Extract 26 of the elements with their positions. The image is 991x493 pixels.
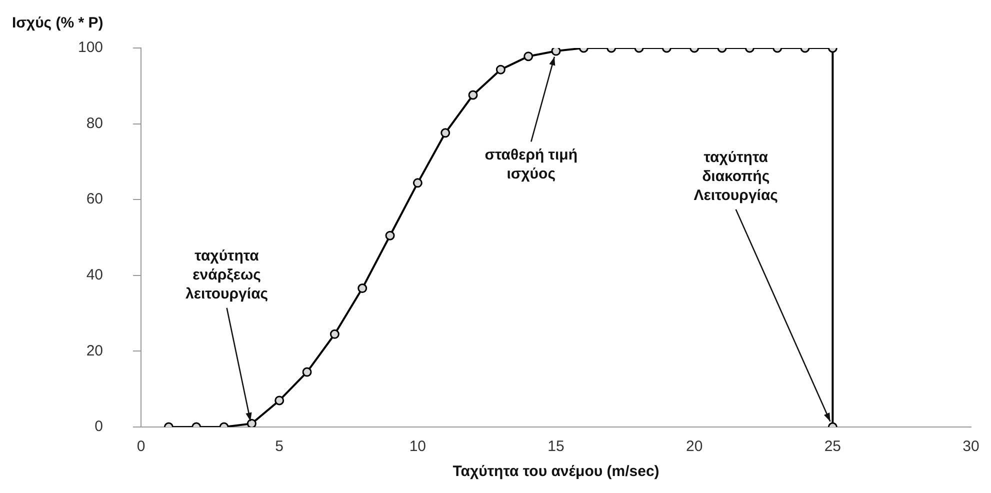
annotation: σταθερή τιμή ισχύος <box>484 146 578 182</box>
annotation: ταχύτητα διακοπής Λειτουργίας <box>694 149 778 204</box>
point <box>330 329 340 339</box>
x-tick-label: 25 <box>824 438 842 456</box>
point <box>551 48 561 56</box>
y-tick-label: 60 <box>86 190 104 208</box>
y-tick-label: 0 <box>94 418 104 436</box>
x-tick-label: 0 <box>136 438 146 456</box>
x-axis-title: Ταχύτητα του ανέμου (m/sec) <box>452 463 660 480</box>
y-tick-label: 100 <box>78 39 104 56</box>
point <box>385 230 395 240</box>
x-tick-label: 30 <box>962 438 980 456</box>
x-tick-label: 10 <box>409 438 426 456</box>
y-tick-label: 20 <box>86 342 104 360</box>
point <box>412 178 422 188</box>
x-tick-label: 15 <box>548 438 564 456</box>
point <box>440 128 450 138</box>
x-tick-label: 20 <box>686 438 703 456</box>
x-tick-label: 5 <box>275 438 284 456</box>
point <box>302 367 312 377</box>
y-tick-label: 40 <box>86 266 104 284</box>
point <box>246 418 256 427</box>
y-axis-title: Ισχύς (% * P) <box>12 14 104 32</box>
annotation: ταχύτητα ενάρξεως λειτουργίας <box>185 248 268 303</box>
y-tick-label: 80 <box>86 114 104 132</box>
point <box>358 284 368 294</box>
